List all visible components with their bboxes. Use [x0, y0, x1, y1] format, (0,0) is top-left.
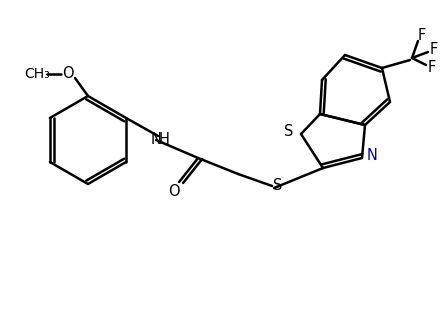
Text: H: H: [159, 132, 170, 148]
Text: N: N: [366, 148, 377, 163]
Text: F: F: [430, 42, 438, 57]
Text: F: F: [418, 29, 426, 43]
Text: CH₃: CH₃: [24, 67, 50, 81]
Text: O: O: [62, 67, 74, 82]
Text: S: S: [284, 125, 294, 140]
Text: S: S: [273, 179, 283, 193]
Text: O: O: [168, 184, 180, 198]
Text: N: N: [151, 132, 162, 148]
Text: F: F: [428, 60, 436, 76]
